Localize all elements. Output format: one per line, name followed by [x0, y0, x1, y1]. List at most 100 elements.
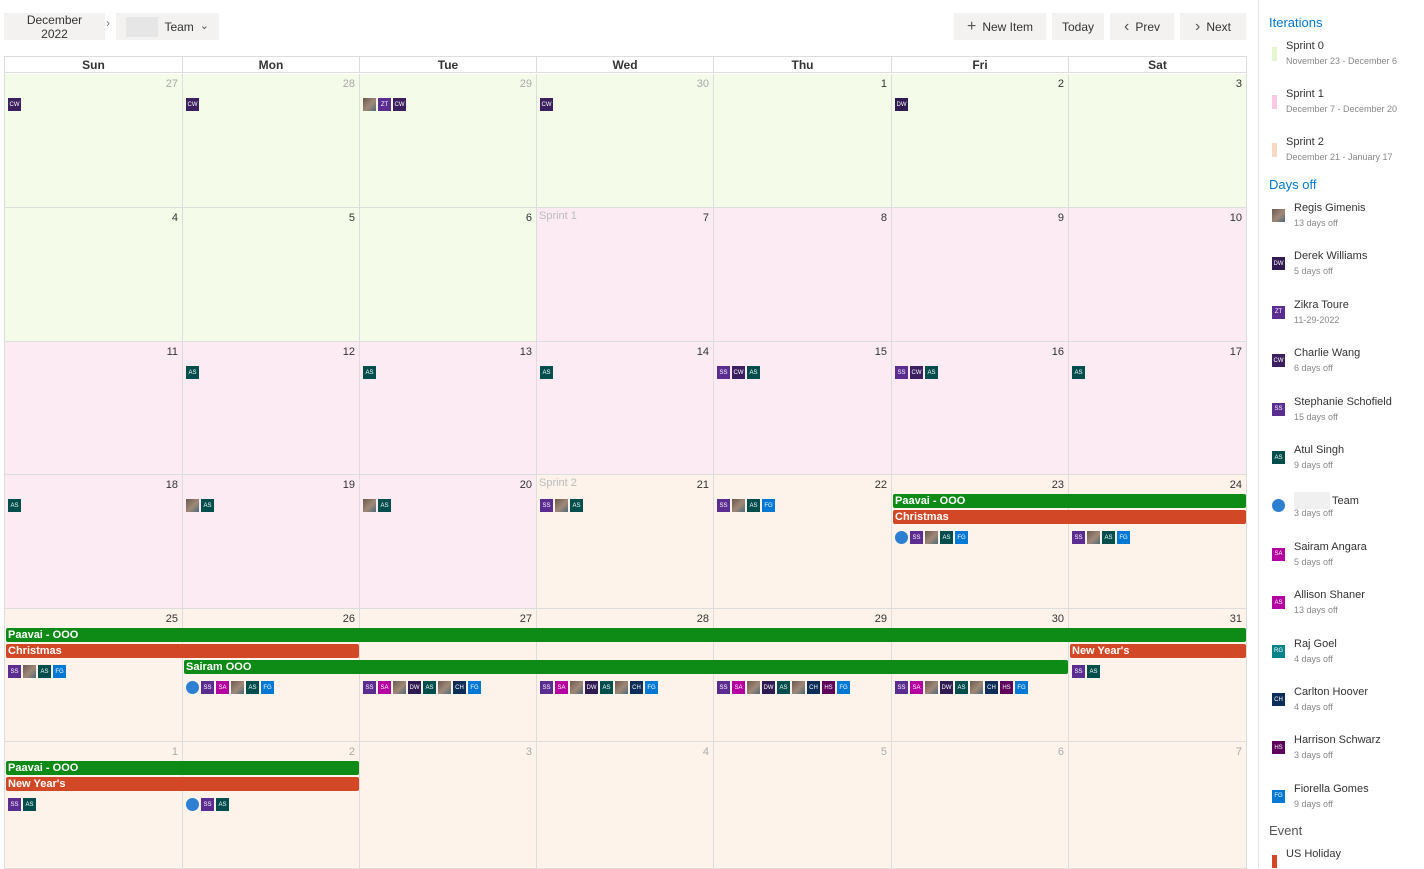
avatar-photo[interactable] [970, 681, 983, 694]
avatar-photo[interactable] [363, 499, 376, 512]
avatar-photo[interactable] [747, 681, 760, 694]
avatar-photo[interactable] [615, 681, 628, 694]
next-button[interactable]: › Next [1180, 13, 1246, 40]
avatar[interactable]: SS [910, 531, 923, 544]
calendar-day-cell[interactable]: 14 AS [537, 342, 714, 475]
calendar-day-cell[interactable]: 27 CW [5, 74, 183, 208]
avatar[interactable]: AS [955, 681, 968, 694]
avatar[interactable]: FG [762, 499, 775, 512]
calendar-day-cell[interactable]: 30 CW [537, 74, 714, 208]
avatar[interactable]: CW [910, 366, 923, 379]
calendar-day-cell[interactable]: 12 AS [183, 342, 360, 475]
calendar-day-cell[interactable]: 4 [5, 208, 183, 342]
avatar[interactable]: AS [423, 681, 436, 694]
calendar-day-cell[interactable]: 3 [360, 742, 537, 869]
calendar-day-cell[interactable]: 3 [1069, 74, 1247, 208]
person-name[interactable]: Team [1294, 492, 1359, 510]
calendar-day-cell[interactable]: 6 [892, 742, 1069, 869]
avatar[interactable]: FG [1015, 681, 1028, 694]
avatar[interactable]: SS [717, 681, 730, 694]
iteration-name[interactable]: Sprint 1 [1286, 88, 1324, 100]
avatar[interactable]: AS [570, 499, 583, 512]
avatar-photo[interactable] [363, 98, 376, 111]
person-name[interactable]: Carlton Hoover [1294, 686, 1368, 698]
avatar[interactable]: CH [985, 681, 998, 694]
calendar-day-cell[interactable]: 13 AS [360, 342, 537, 475]
avatar[interactable]: AS [1072, 366, 1085, 379]
avatar[interactable]: DW [585, 681, 598, 694]
avatar[interactable]: CW [540, 98, 553, 111]
avatar[interactable]: SS [1072, 531, 1085, 544]
calendar-day-cell[interactable]: 16 SS CW AS [892, 342, 1069, 475]
person-name[interactable]: Fiorella Gomes [1294, 783, 1369, 795]
holiday-event-bar[interactable]: Christmas [893, 510, 1246, 524]
calendar-day-cell[interactable]: 5 [183, 208, 360, 342]
person-name[interactable]: Atul Singh [1294, 444, 1344, 456]
avatar-photo[interactable] [23, 665, 36, 678]
person-name[interactable]: Derek Williams [1294, 250, 1367, 262]
calendar-day-cell[interactable]: 17 AS [1069, 342, 1247, 475]
avatar[interactable]: AS [216, 798, 229, 811]
avatar[interactable]: SA [910, 681, 923, 694]
new-item-button[interactable]: + New Item [954, 13, 1046, 40]
ooo-event-bar[interactable]: Sairam OOO [184, 660, 1068, 674]
team-selector-button[interactable]: Team ⌄ [116, 13, 219, 40]
avatar[interactable]: AS [600, 681, 613, 694]
avatar[interactable]: SA [216, 681, 229, 694]
iteration-name[interactable]: Sprint 2 [1286, 136, 1324, 148]
person-name[interactable]: Zikra Toure [1294, 299, 1349, 311]
avatar[interactable]: FG [261, 681, 274, 694]
avatar[interactable]: SA [378, 681, 391, 694]
holiday-event-bar[interactable]: New Year's [6, 777, 359, 791]
person-name[interactable]: Regis Gimenis [1294, 202, 1366, 214]
avatar[interactable]: FG [837, 681, 850, 694]
person-name[interactable]: Harrison Schwarz [1294, 734, 1381, 746]
calendar-day-cell[interactable]: 7 Sprint 1 [537, 208, 714, 342]
calendar-day-cell[interactable]: 19 AS [183, 475, 360, 609]
avatar-photo[interactable] [231, 681, 244, 694]
avatar[interactable]: SS [201, 681, 214, 694]
person-name[interactable]: Stephanie Schofield [1294, 396, 1392, 408]
avatar-photo[interactable] [732, 499, 745, 512]
avatar[interactable]: FG [468, 681, 481, 694]
avatar[interactable]: AS [201, 499, 214, 512]
avatar[interactable]: HS [1000, 681, 1013, 694]
person-name[interactable]: Raj Goel [1294, 638, 1337, 650]
avatar[interactable]: AS [1102, 531, 1115, 544]
avatar[interactable]: SS [540, 681, 553, 694]
avatar[interactable]: SS [8, 798, 21, 811]
avatar-photo[interactable] [925, 681, 938, 694]
iteration-name[interactable]: Sprint 0 [1286, 40, 1324, 52]
avatar[interactable]: DW [762, 681, 775, 694]
calendar-day-cell[interactable]: 29 ZT CW [360, 74, 537, 208]
avatar[interactable]: FG [53, 665, 66, 678]
avatar[interactable]: AS [747, 366, 760, 379]
avatar[interactable]: AS [940, 531, 953, 544]
calendar-day-cell[interactable]: 6 [360, 208, 537, 342]
prev-button[interactable]: ‹ Prev [1110, 13, 1174, 40]
avatar[interactable]: SS [8, 665, 21, 678]
avatar[interactable]: SS [895, 366, 908, 379]
avatar[interactable]: SA [732, 681, 745, 694]
person-name[interactable]: Allison Shaner [1294, 589, 1365, 601]
avatar[interactable]: DW [895, 98, 908, 111]
team-logo-avatar[interactable] [186, 798, 199, 811]
holiday-event-bar[interactable]: Christmas [6, 644, 359, 658]
avatar[interactable]: CH [807, 681, 820, 694]
avatar[interactable]: CW [393, 98, 406, 111]
calendar-day-cell[interactable]: 28 CW [183, 74, 360, 208]
avatar[interactable]: DW [408, 681, 421, 694]
ooo-event-bar[interactable]: Paavai - OOO [6, 761, 359, 775]
avatar[interactable]: DW [940, 681, 953, 694]
calendar-day-cell[interactable]: 2 DW [892, 74, 1069, 208]
avatar[interactable]: SS [1072, 665, 1085, 678]
avatar-photo[interactable] [438, 681, 451, 694]
avatar[interactable]: SS [717, 366, 730, 379]
calendar-day-cell[interactable]: 7 [1069, 742, 1247, 869]
avatar[interactable]: AS [8, 499, 21, 512]
ooo-event-bar[interactable]: Paavai - OOO [6, 628, 1246, 642]
avatar[interactable]: ZT [378, 98, 391, 111]
calendar-day-cell[interactable]: 5 [714, 742, 892, 869]
avatar-photo[interactable] [570, 681, 583, 694]
avatar-photo[interactable] [1087, 531, 1100, 544]
